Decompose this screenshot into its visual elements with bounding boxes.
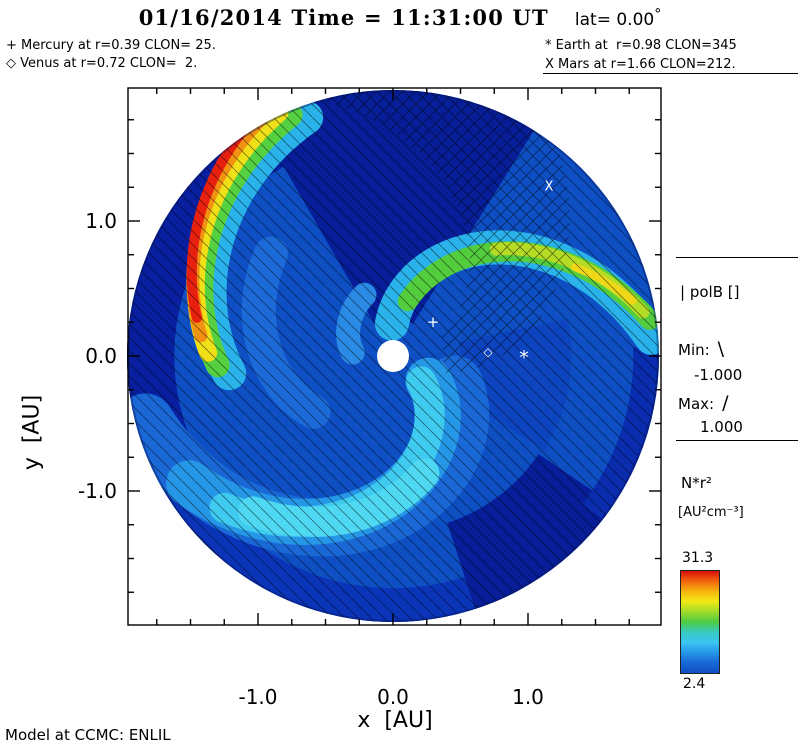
x-tick-1: 1.0 xyxy=(512,685,544,709)
axes-box xyxy=(127,87,662,626)
colorbar-gradient xyxy=(680,570,720,674)
annotation-venus: ◇ Venus at r=0.72 CLON= 2. xyxy=(6,56,198,71)
x-axis-label: x [AU] xyxy=(357,708,433,733)
planet-mars-symbol: X xyxy=(545,180,554,195)
positive-polarity-hatch-icon: / xyxy=(722,392,729,414)
polb-min-label: Min: xyxy=(678,341,710,359)
plot-title-latitude: lat= 0.00° xyxy=(574,6,662,30)
annotation-earth: * Earth at r=0.98 CLON=345 xyxy=(545,38,737,53)
colorbar-title: N*r² xyxy=(681,474,712,492)
annotation-mercury: + Mercury at r=0.39 CLON= 25. xyxy=(6,38,216,53)
y-axis-label: y [AU] xyxy=(19,394,45,471)
x-tick-0: 0.0 xyxy=(377,685,409,709)
colorbar-min-value: 2.4 xyxy=(683,676,706,692)
plot-title-datetime: 01/16/2014 Time = 11:31:00 UT xyxy=(138,5,549,30)
density-disk xyxy=(127,90,659,622)
negative-polarity-hatch-icon: \ xyxy=(717,338,725,360)
model-credit: Model at CCMC: ENLIL xyxy=(5,726,171,744)
annotation-mars: X Mars at r=1.66 CLON=212. xyxy=(545,57,736,72)
polb-legend-title: | polB [] xyxy=(680,283,740,301)
polb-max-row: Max: / xyxy=(678,392,728,414)
polb-min-row: Min: \ xyxy=(678,338,724,360)
planet-venus-symbol: ◇ xyxy=(483,345,493,359)
polb-min-value: -1.000 xyxy=(694,366,743,384)
y-tick-neg1: -1.0 xyxy=(77,479,117,503)
polb-panel-bottom-divider xyxy=(676,440,798,441)
polb-max-value: 1.000 xyxy=(700,418,743,436)
y-tick-0: 0.0 xyxy=(85,344,117,368)
polb-panel-top-divider xyxy=(676,257,798,258)
annotation-divider xyxy=(543,73,798,74)
planet-earth-symbol: * xyxy=(519,347,529,369)
degree-symbol: ° xyxy=(654,6,662,23)
planet-mercury-symbol: + xyxy=(427,313,440,331)
colorbar-units: [AU²cm⁻³] xyxy=(678,505,744,520)
polb-max-label: Max: xyxy=(678,395,715,413)
y-tick-1: 1.0 xyxy=(85,209,117,233)
plot-title: 01/16/2014 Time = 11:31:00 UT lat= 0.00° xyxy=(0,5,800,30)
colorbar-max-value: 31.3 xyxy=(682,550,714,566)
x-tick-neg1: -1.0 xyxy=(238,685,278,709)
sun-disk xyxy=(377,340,409,372)
